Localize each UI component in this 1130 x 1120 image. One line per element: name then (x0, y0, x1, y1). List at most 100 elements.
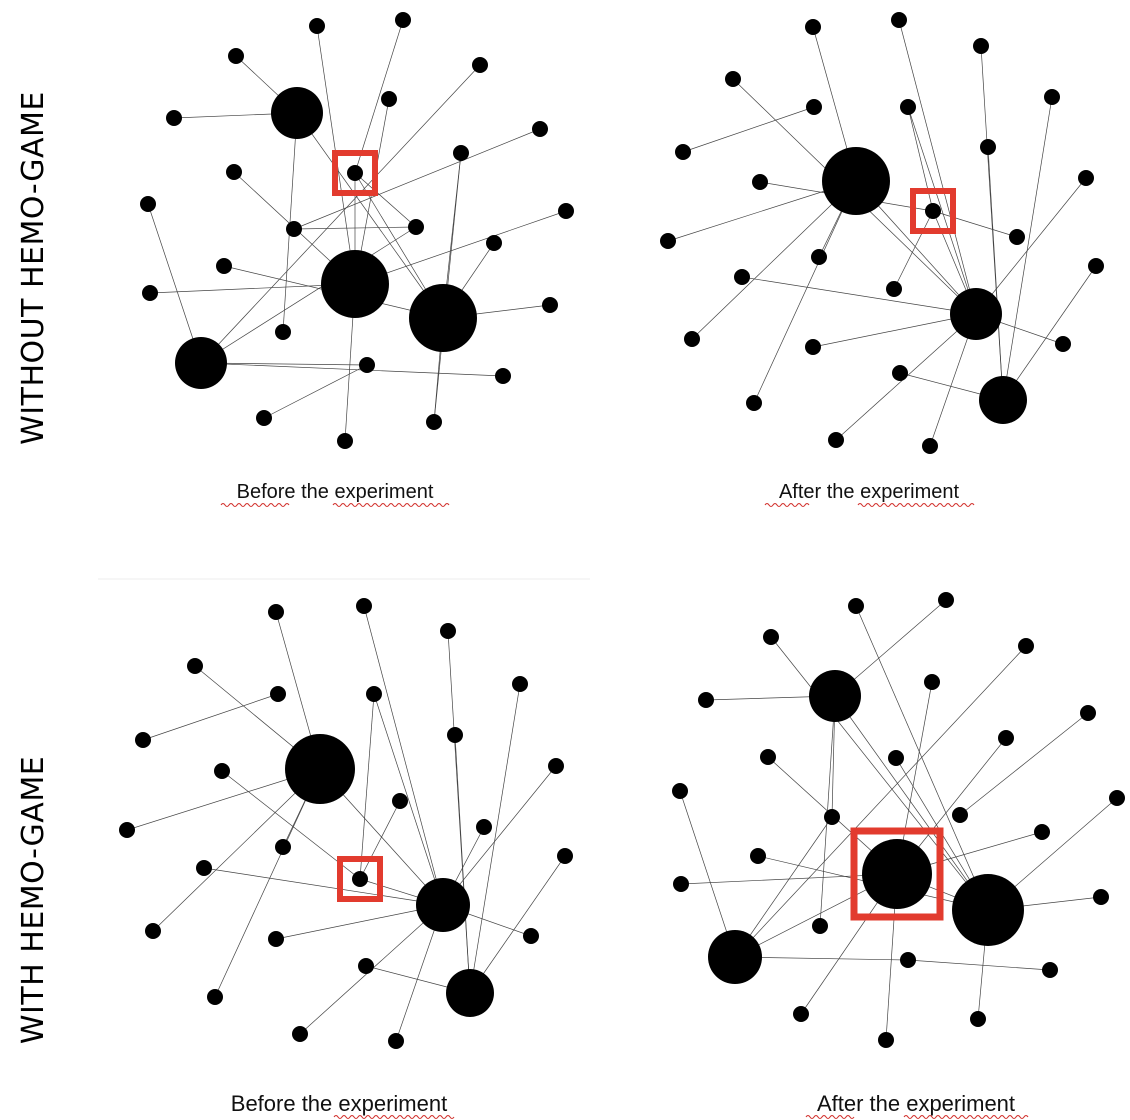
leaf-node (486, 235, 502, 251)
leaf-node (275, 324, 291, 340)
leaf-node (228, 48, 244, 64)
leaf-node (286, 221, 302, 237)
leaf-node (886, 281, 902, 297)
leaf-node (806, 99, 822, 115)
leaf-node (226, 164, 242, 180)
network-edge (469, 855, 566, 994)
leaf-node (453, 145, 469, 161)
leaf-node (805, 339, 821, 355)
row-label-top: WITHOUT HEMO-GAME (16, 91, 51, 445)
leaf-node (119, 822, 135, 838)
network-edge (770, 636, 989, 911)
network-edge (354, 172, 417, 228)
leaf-node (938, 592, 954, 608)
network-edge (1002, 265, 1097, 401)
hub-node (175, 337, 227, 389)
network-panel-bottom-before (119, 598, 573, 1049)
leaf-node (359, 357, 375, 373)
network-edge (987, 146, 1004, 401)
leaf-node (848, 598, 864, 614)
network-edge (679, 790, 736, 958)
hub-node (979, 376, 1027, 424)
leaf-node (1093, 889, 1109, 905)
leaf-node (512, 676, 528, 692)
hub-node (950, 288, 1002, 340)
spellcheck-squiggle (220, 502, 290, 508)
leaf-node (196, 860, 212, 876)
leaf-node (673, 876, 689, 892)
leaf-node (900, 99, 916, 115)
network-panel-bottom-after (672, 592, 1125, 1048)
leaf-node (725, 71, 741, 87)
leaf-node (922, 438, 938, 454)
spellcheck-squiggle (333, 1114, 455, 1120)
leaf-node (356, 598, 372, 614)
leaf-node (408, 219, 424, 235)
hub-node (809, 670, 861, 722)
leaf-node (925, 203, 941, 219)
leaf-node (698, 692, 714, 708)
hub-node (271, 87, 323, 139)
network-edge (834, 695, 989, 911)
leaf-node (352, 871, 368, 887)
leaf-node (888, 750, 904, 766)
caption-bottom-after: After the experiment (817, 1091, 1015, 1116)
leaf-node (268, 604, 284, 620)
leaf-node (684, 331, 700, 347)
network-edge (147, 203, 202, 364)
leaf-node (337, 433, 353, 449)
network-edge (152, 768, 321, 932)
spellcheck-squiggle (805, 1114, 855, 1120)
network-panel-top-before (140, 12, 574, 449)
leaf-node (1055, 336, 1071, 352)
hub-node (446, 969, 494, 1017)
leaf-node (309, 18, 325, 34)
network-edge (359, 693, 375, 880)
network-edge (812, 313, 977, 348)
network-edge (200, 226, 417, 364)
network-edge (898, 19, 977, 315)
network-edge (200, 362, 504, 377)
leaf-node (256, 410, 272, 426)
leaf-node (1042, 962, 1058, 978)
leaf-node (388, 1033, 404, 1049)
network-edge (293, 128, 541, 230)
leaf-node (145, 923, 161, 939)
leaf-node (548, 758, 564, 774)
leaf-node (1109, 790, 1125, 806)
leaf-node (1044, 89, 1060, 105)
spellcheck-squiggle (764, 502, 810, 508)
network-edge (734, 645, 1027, 958)
caption-top-before: Before the experiment (237, 481, 434, 503)
leaf-node (268, 931, 284, 947)
hub-node (321, 250, 389, 318)
leaf-node (523, 928, 539, 944)
leaf-node (472, 57, 488, 73)
leaf-node (275, 839, 291, 855)
leaf-node (672, 783, 688, 799)
leaf-node (746, 395, 762, 411)
network-edge (907, 959, 1051, 971)
network-edge (893, 210, 934, 290)
leaf-node (660, 233, 676, 249)
network-edge (741, 276, 977, 315)
leaf-node (763, 629, 779, 645)
network-edge (691, 180, 857, 340)
network-panel-top-after (660, 12, 1104, 454)
leaf-node (1088, 258, 1104, 274)
leaf-node (395, 12, 411, 28)
network-edge (200, 362, 368, 366)
leaf-node (214, 763, 230, 779)
leaf-node (532, 121, 548, 137)
leaf-node (381, 91, 397, 107)
hub-node (822, 147, 890, 215)
leaf-node (891, 12, 907, 28)
hub-node (862, 839, 932, 909)
leaf-node (998, 730, 1014, 746)
hub-node (285, 734, 355, 804)
network-edge (454, 734, 471, 994)
leaf-node (924, 674, 940, 690)
leaf-node (892, 365, 908, 381)
leaf-node (1018, 638, 1034, 654)
hub-node (952, 874, 1024, 946)
